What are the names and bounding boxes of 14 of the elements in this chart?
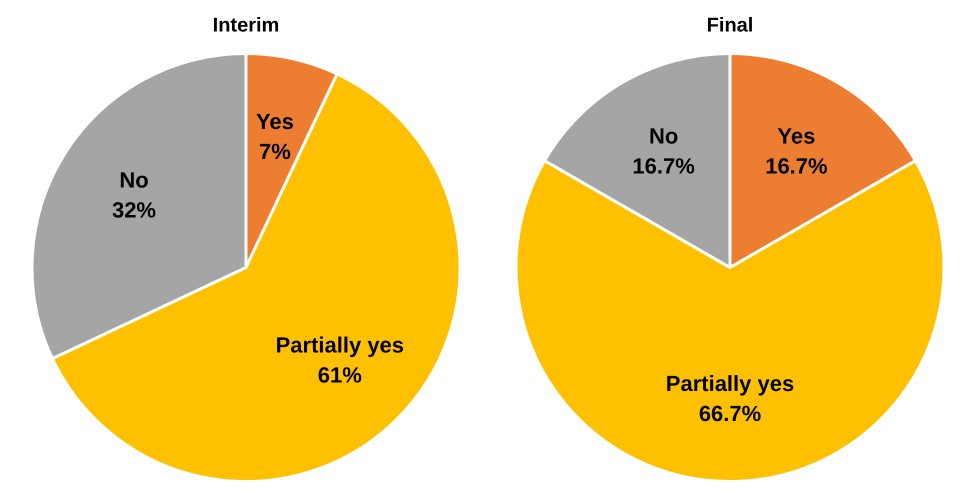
data-label: 16.7% bbox=[632, 154, 695, 179]
slice-label: No bbox=[119, 167, 149, 192]
chart-title: Final bbox=[706, 14, 754, 37]
slice-label: No bbox=[648, 124, 678, 149]
slice-label: Yes bbox=[777, 124, 816, 149]
chart-title: Interim bbox=[212, 14, 280, 37]
data-label: 16.7% bbox=[765, 154, 828, 179]
slice-label: Partially yes bbox=[666, 371, 794, 396]
data-label: 7% bbox=[259, 139, 291, 164]
data-label: 66.7% bbox=[698, 401, 762, 426]
data-label: 61% bbox=[318, 362, 362, 388]
slice-label: Yes bbox=[256, 109, 294, 134]
data-label: 32% bbox=[112, 197, 156, 222]
slice-label: Partially yes bbox=[276, 332, 404, 358]
